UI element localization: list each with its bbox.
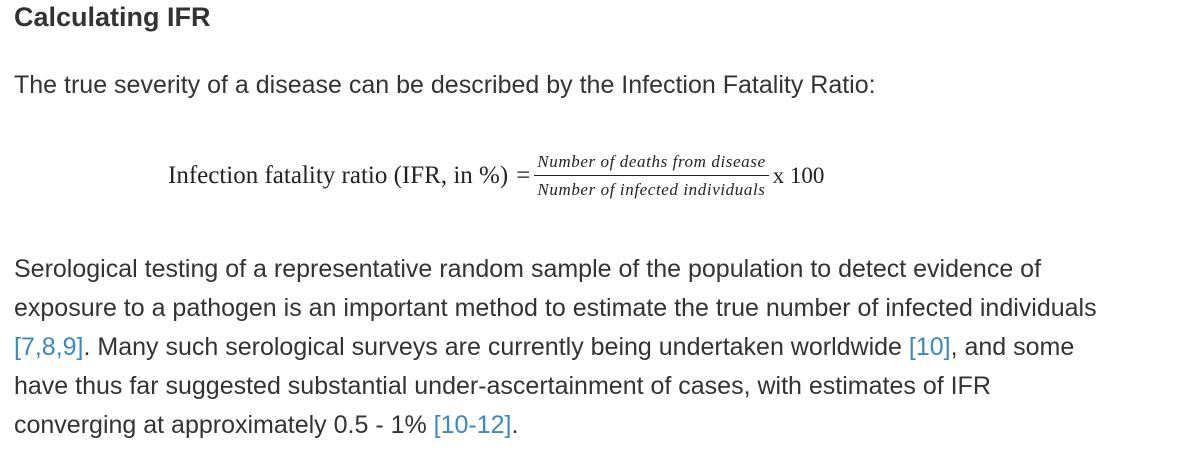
citation-link-10[interactable]: [10] [908,333,951,361]
paragraph-line: have thus far suggested substantial unde… [14,372,991,400]
paragraph-line: [7,8,9]. Many such serological surveys a… [14,328,1194,367]
formula-equals: = [516,162,531,189]
paragraph-text: . [511,411,519,439]
section-heading: Calculating IFR [14,2,211,32]
ifr-formula: Infection fatality ratio (IFR, in %) = N… [168,146,824,206]
paragraph-line: Serological testing of a representative … [14,255,1042,283]
formula-multiplier: x 100 [772,163,825,188]
formula-lhs: Infection fatality ratio (IFR, in %) [168,162,509,189]
intro-text: The true severity of a disease can be de… [14,71,876,99]
citation-link-10-12[interactable]: [10-12] [433,411,512,439]
formula-denominator: Number of infected individuals [537,180,766,200]
fraction-bar [534,174,769,177]
citation-link-7-8-9[interactable]: [7,8,9] [14,333,84,361]
formula-fraction: Number of deaths from disease Number of … [534,151,769,201]
paragraph-text: . Many such serological surveys are curr… [83,333,909,361]
paragraph-line: converging at approximately 0.5 - 1% [10… [14,406,1194,445]
body-paragraph: Serological testing of a representative … [14,250,1194,445]
paragraph-text: converging at approximately 0.5 - 1% [14,411,434,439]
paragraph-text: , and some [950,333,1075,361]
paragraph-line: exposure to a pathogen is an important m… [14,294,1097,322]
formula-numerator: Number of deaths from disease [537,151,766,171]
